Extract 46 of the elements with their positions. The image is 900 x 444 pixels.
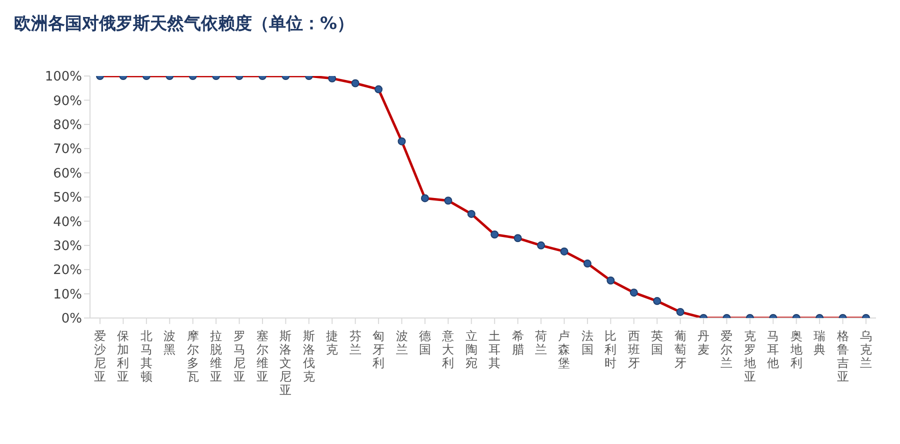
x-tick-label: 匈牙利	[372, 329, 385, 370]
x-tick-label: 乌克兰	[860, 329, 872, 370]
y-tick-label: 0%	[61, 312, 82, 327]
y-tick-label: 30%	[53, 239, 82, 254]
x-tick-label: 爱尔兰	[720, 329, 733, 370]
x-tick-label: 塞尔维亚	[256, 329, 268, 384]
y-tick-label: 90%	[53, 94, 82, 109]
x-tick-label: 斯洛文尼亚	[280, 329, 292, 397]
x-tick-label: 斯洛伐克	[302, 329, 315, 384]
x-tick-label: 北马其顿	[140, 329, 152, 384]
y-tick-label: 60%	[53, 166, 82, 182]
x-tick-label: 土耳其	[488, 329, 501, 370]
x-tick-label: 立陶宛	[465, 329, 478, 370]
x-tick-label: 葡萄牙	[674, 329, 686, 370]
x-tick-label: 意大利	[441, 329, 454, 370]
y-tick-label: 50%	[53, 190, 82, 206]
x-tick-label: 英国	[651, 329, 664, 356]
y-tick-label: 100%	[44, 70, 82, 85]
y-tick-label: 70%	[53, 142, 82, 158]
x-tick-label: 格鲁吉亚	[836, 329, 849, 384]
x-tick-label: 捷克	[326, 329, 338, 356]
x-tick-label: 芬兰	[349, 329, 362, 356]
x-tick-label: 保加利亚	[117, 329, 130, 384]
x-tick-label: 德国	[418, 329, 431, 356]
x-tick-label: 克罗地亚	[742, 329, 756, 384]
x-tick-label: 丹麦	[698, 329, 710, 356]
x-tick-label: 爱沙尼亚	[94, 329, 106, 384]
x-tick-label: 荷兰	[535, 329, 548, 356]
x-tick-label: 比利时	[604, 329, 617, 370]
x-tick-label: 卢森堡	[558, 329, 570, 370]
x-tick-label: 罗马尼亚	[233, 329, 246, 384]
x-tick-label: 希腊	[512, 329, 524, 356]
y-tick-label: 80%	[53, 118, 82, 134]
y-tick-label: 40%	[53, 214, 82, 230]
x-tick-label: 奥地利	[789, 329, 802, 370]
x-tick-label: 法国	[581, 329, 594, 356]
x-tick-label: 波黑	[164, 329, 176, 356]
x-tick-label: 马耳他	[767, 329, 780, 370]
x-tick-label: 西班牙	[628, 329, 640, 370]
x-tick-label: 瑞典	[814, 329, 826, 356]
chart-title: 欧洲各国对俄罗斯天然气依赖度（单位：%）	[14, 13, 354, 35]
x-tick-label: 摩尔多瓦	[186, 329, 199, 384]
x-tick-label: 拉脱维亚	[210, 329, 222, 384]
y-tick-label: 10%	[53, 287, 82, 302]
y-tick-label: 20%	[53, 263, 82, 278]
x-tick-label: 波兰	[396, 329, 408, 356]
